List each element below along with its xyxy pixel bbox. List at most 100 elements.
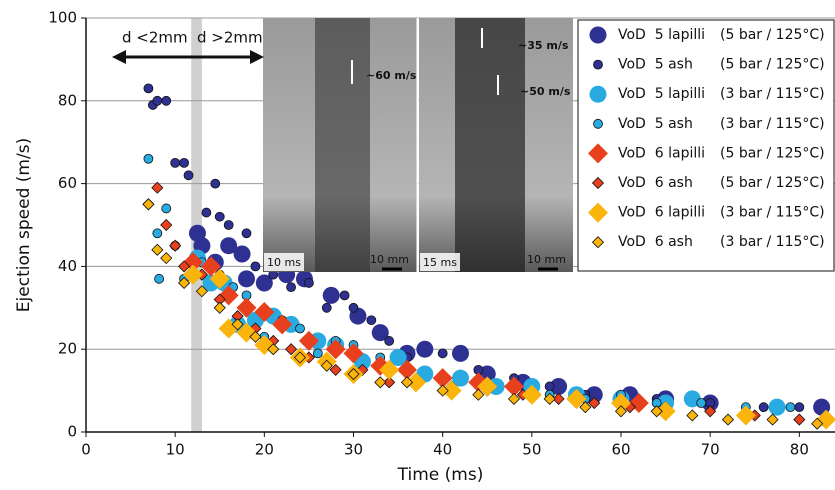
point — [507, 392, 521, 405]
point — [223, 220, 234, 230]
point — [405, 372, 426, 393]
point — [142, 198, 155, 211]
point — [169, 239, 182, 252]
point — [161, 95, 172, 106]
point — [241, 228, 252, 239]
legend-marker — [589, 85, 607, 103]
point — [768, 398, 786, 416]
point — [566, 388, 587, 409]
point — [152, 95, 163, 106]
point — [161, 203, 172, 214]
point — [254, 301, 275, 322]
point — [304, 278, 314, 288]
point — [233, 245, 251, 263]
point — [579, 401, 592, 414]
point — [325, 339, 346, 360]
point — [374, 376, 387, 389]
point — [179, 157, 189, 168]
point — [151, 181, 164, 194]
point — [160, 218, 173, 232]
point — [650, 405, 663, 418]
point — [366, 315, 377, 326]
y-tick-label: 20 — [58, 340, 77, 358]
point — [322, 286, 340, 304]
point — [614, 405, 628, 418]
point — [343, 343, 364, 364]
point — [183, 264, 203, 285]
x-tick-label: 20 — [255, 441, 274, 459]
point — [816, 409, 835, 430]
point — [758, 402, 769, 413]
point — [348, 302, 359, 313]
point — [696, 398, 707, 408]
point — [721, 413, 735, 426]
point — [811, 417, 824, 430]
point — [588, 396, 601, 410]
point — [521, 384, 542, 405]
point — [436, 384, 449, 397]
inset-label-bg — [264, 253, 304, 271]
point — [201, 207, 212, 218]
point — [210, 178, 221, 189]
legend-label: VoD 5 lapilli — [618, 86, 705, 102]
point — [320, 359, 333, 372]
point — [293, 351, 307, 364]
point — [178, 276, 191, 290]
legend-label: VoD 5 lapilli — [618, 27, 705, 43]
point — [285, 343, 298, 356]
point — [209, 268, 230, 289]
point — [686, 409, 699, 422]
arrow-head — [250, 50, 264, 64]
annotation: d <2mm — [122, 29, 188, 47]
legend-marker — [591, 236, 605, 249]
legend-marker — [593, 118, 603, 129]
y-tick-label: 60 — [58, 174, 77, 192]
point — [611, 393, 631, 414]
point — [432, 368, 453, 389]
legend-condition: (3 bar / 115°C) — [720, 234, 825, 250]
point — [477, 376, 498, 397]
point — [295, 323, 305, 334]
legend-condition: (5 bar / 125°C) — [720, 57, 825, 73]
legend-label: VoD 6 lapilli — [618, 205, 705, 221]
point — [213, 301, 226, 314]
point — [183, 170, 194, 181]
point — [321, 302, 332, 313]
point — [437, 348, 448, 359]
inset-label: ~60 m/s — [366, 69, 417, 82]
inset-label: 10 mm — [370, 253, 409, 266]
point — [397, 359, 417, 380]
inset-label: ~35 m/s — [518, 39, 569, 52]
point — [389, 348, 407, 366]
inset-label-bg — [420, 253, 460, 271]
point — [250, 261, 261, 272]
point — [472, 388, 485, 401]
x-tick-label: 50 — [522, 441, 541, 459]
legend-condition: (5 bar / 125°C) — [720, 145, 825, 161]
point — [220, 237, 238, 255]
point — [452, 369, 469, 387]
point — [371, 324, 389, 342]
legend-marker — [589, 26, 607, 44]
point — [178, 260, 191, 273]
legend-condition: (5 bar / 125°C) — [720, 27, 825, 43]
point — [766, 413, 779, 426]
y-tick-label: 100 — [48, 9, 77, 27]
y-axis-title: Ejection speed (m/s) — [14, 138, 34, 312]
legend-condition: (3 bar / 115°C) — [720, 86, 825, 102]
point — [329, 363, 342, 376]
legend-label: VoD 6 ash — [618, 234, 693, 250]
point — [543, 392, 556, 405]
point — [400, 376, 414, 389]
inset-label: 10 ms — [267, 256, 301, 269]
legend-condition: (3 bar / 115°C) — [720, 205, 825, 221]
y-tick-label: 0 — [67, 423, 77, 441]
legend-marker — [593, 59, 603, 70]
legend-marker — [588, 202, 608, 223]
point — [200, 256, 221, 277]
inset-plume — [455, 18, 525, 272]
point — [339, 290, 350, 301]
y-tick-label: 80 — [58, 91, 77, 109]
legend-label: VoD 5 ash — [618, 57, 693, 73]
point — [544, 381, 555, 392]
